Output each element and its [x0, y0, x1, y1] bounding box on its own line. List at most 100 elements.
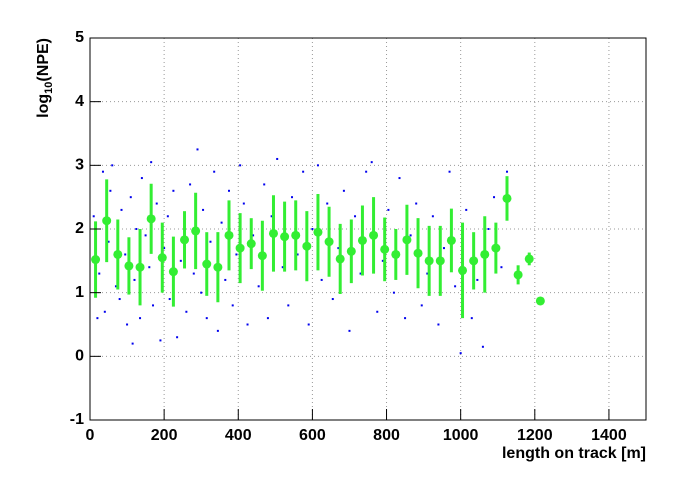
scatter-point	[376, 310, 379, 313]
scatter-point	[166, 215, 169, 218]
profile-point	[513, 270, 523, 280]
scatter-point	[220, 221, 223, 224]
scatter-point	[392, 291, 395, 294]
scatter-point	[276, 157, 279, 160]
scatter-point	[96, 317, 99, 320]
scatter-point	[409, 234, 412, 237]
y-tick-label: 5	[75, 29, 84, 46]
scatter-point	[487, 228, 490, 230]
profile-point	[168, 267, 178, 277]
y-tick-label: 0	[75, 348, 84, 365]
scatter-point	[101, 170, 104, 173]
x-tick-label: 1000	[443, 427, 479, 444]
profile-point	[346, 246, 356, 256]
profile-point	[91, 255, 101, 265]
scatter-point	[465, 208, 468, 211]
scatter-point	[311, 228, 314, 230]
x-tick-label: 400	[225, 427, 252, 444]
y-tick-label: 3	[75, 157, 84, 174]
scatter-point	[148, 266, 151, 269]
scatter-point	[152, 304, 155, 307]
scatter-point	[185, 310, 188, 313]
x-tick-label: 1400	[591, 427, 627, 444]
scatter-point	[442, 247, 445, 250]
scatter-point	[239, 164, 242, 167]
scatter-point	[307, 323, 310, 326]
profile-point	[446, 235, 456, 245]
profile-point	[413, 248, 423, 258]
scatter-point	[454, 285, 457, 288]
scatter-point	[179, 259, 182, 262]
profile-point	[180, 235, 190, 245]
scatter-point	[213, 170, 216, 173]
scatter-point	[481, 345, 484, 348]
profile-point	[469, 256, 479, 266]
scatter-point	[192, 272, 195, 275]
profile-point	[202, 259, 212, 269]
scatter-point	[150, 161, 153, 164]
x-tick-label: 0	[86, 427, 95, 444]
scatter-point	[200, 291, 203, 294]
scatter-point	[387, 208, 390, 211]
scatter-point	[109, 189, 112, 192]
scatter-point	[493, 196, 496, 199]
scatter-point	[331, 298, 334, 301]
scatter-point	[107, 240, 110, 243]
scatter-point	[163, 247, 166, 250]
scatter-point	[135, 228, 138, 230]
scatter-point	[172, 189, 175, 192]
scatter-point	[231, 304, 234, 307]
scatter-point	[92, 215, 95, 218]
profile-point	[146, 214, 156, 224]
scatter-point	[320, 278, 323, 281]
y-axis-label-rest: (NPE)	[35, 38, 52, 82]
scatter-point	[252, 234, 255, 237]
scatter-point	[133, 278, 136, 281]
profile-point	[246, 239, 256, 249]
profile-point	[324, 237, 334, 247]
scatter-point	[506, 170, 508, 173]
scatter-point	[426, 272, 429, 275]
y-axis-label-base: log	[35, 94, 52, 118]
scatter-point	[263, 183, 266, 186]
scatter-point	[111, 164, 114, 167]
scatter-point	[103, 310, 106, 313]
profile-point	[224, 230, 234, 240]
scatter-point	[189, 183, 192, 186]
scatter-point	[139, 317, 142, 320]
scatter-point	[124, 253, 127, 256]
scatter-point	[500, 266, 503, 269]
scatter-point	[316, 164, 319, 167]
scatter-point	[155, 202, 158, 205]
plot-marks	[91, 148, 545, 355]
scatter-point	[365, 170, 368, 173]
profile-point	[124, 261, 134, 271]
profile-point	[391, 249, 401, 259]
profile-point	[102, 216, 112, 226]
x-tick-label: 600	[299, 427, 326, 444]
scatter-point	[140, 177, 143, 180]
scatter-point	[126, 323, 129, 326]
y-tick-label: 4	[75, 93, 84, 110]
x-axis-label: length on track [m]	[502, 445, 646, 462]
scatter-point	[159, 339, 162, 342]
scatter-point	[281, 266, 284, 269]
scatter-point	[235, 253, 238, 256]
profile-point	[135, 262, 145, 272]
profile-point	[313, 227, 323, 237]
scatter-point	[287, 304, 290, 307]
scatter-point	[470, 317, 473, 320]
profile-point	[535, 296, 545, 306]
scatter-point	[114, 285, 117, 288]
y-tick-label: 1	[75, 284, 84, 301]
scatter-point	[270, 215, 273, 218]
profile-point	[524, 254, 534, 264]
x-tick-label: 200	[151, 427, 178, 444]
profile-point	[113, 249, 123, 259]
scatter-point	[216, 329, 219, 332]
y-axis-label: log10(NPE)	[35, 38, 55, 118]
profile-point	[268, 228, 278, 238]
scatter-point	[291, 196, 294, 199]
